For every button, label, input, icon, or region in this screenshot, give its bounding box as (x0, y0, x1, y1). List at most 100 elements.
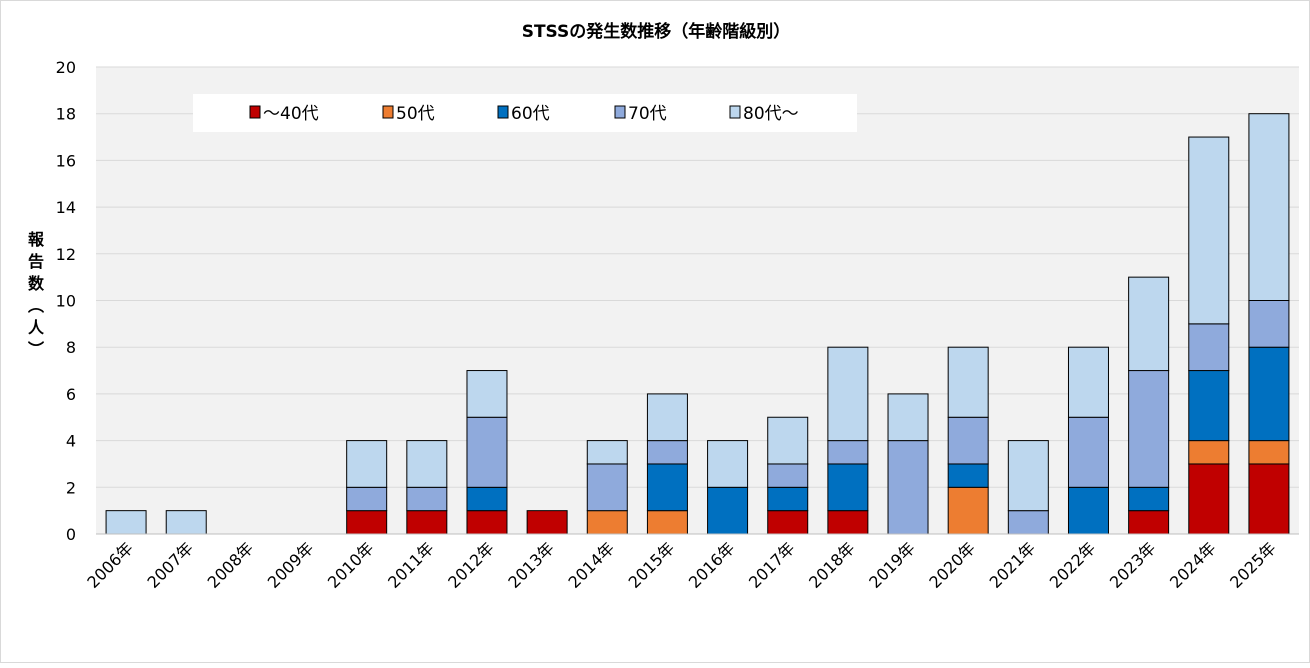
y-tick-label: 20 (56, 58, 76, 77)
x-tick-label: 2014年 (565, 538, 619, 592)
bar-segment (646, 510, 688, 535)
bar-segment (1248, 440, 1290, 465)
bar-segment (707, 440, 749, 488)
bar-segment (1188, 440, 1230, 465)
x-tick-label: 2021年 (986, 538, 1040, 592)
y-axis-label: 報告数（人） (25, 231, 44, 363)
x-tick-label: 2019年 (865, 538, 919, 592)
legend-label: 60代 (511, 104, 550, 124)
x-tick-label: 2022年 (1046, 538, 1100, 592)
bar-segment (105, 510, 147, 535)
x-tick-label: 2012年 (444, 538, 498, 592)
bar-segment (1067, 346, 1109, 418)
legend-label: ～40代 (263, 104, 319, 124)
bar-segment (586, 463, 628, 512)
x-tick-label: 2011年 (384, 538, 438, 592)
x-tick-label: 2008年 (204, 538, 258, 592)
bar-segment (165, 510, 207, 535)
bar-segment (947, 416, 989, 465)
legend-swatch (497, 105, 509, 119)
bar-segment (1188, 463, 1230, 535)
bar-segment (1067, 416, 1109, 488)
legend-swatch (382, 105, 394, 119)
bar-segment (947, 346, 989, 418)
bar-segment (1128, 370, 1170, 488)
bar-segment (1248, 463, 1290, 535)
y-tick-label: 8 (66, 338, 76, 357)
bar-segment (1067, 486, 1109, 535)
y-tick-label: 10 (56, 292, 76, 311)
chart-title: STSSの発生数推移（年齢階級別） (522, 21, 791, 42)
bar-segment (1248, 113, 1290, 301)
bar-segment (1128, 276, 1170, 372)
bar-segment (646, 393, 688, 442)
x-tick-label: 2023年 (1106, 538, 1160, 592)
legend-label: 80代～ (743, 104, 799, 124)
bar-segment (767, 416, 809, 465)
bar-segment (346, 440, 388, 488)
bar-segment (526, 510, 568, 535)
y-tick-label: 12 (56, 245, 76, 264)
bar-segment (346, 486, 388, 512)
bar-segment (1007, 440, 1049, 512)
bar-segment (827, 346, 869, 442)
x-tick-label: 2015年 (625, 538, 679, 592)
bar-segment (767, 486, 809, 512)
x-tick-label: 2010年 (324, 538, 378, 592)
bar-segment (646, 463, 688, 512)
bar-segment (887, 393, 929, 442)
bar-segment (646, 440, 688, 465)
legend-swatch (249, 105, 261, 119)
x-tick-label: 2017年 (745, 538, 799, 592)
y-tick-label: 18 (56, 105, 76, 124)
bar-segment (406, 440, 448, 488)
bar-segment (406, 486, 448, 512)
y-tick-label: 4 (66, 432, 76, 451)
bar-segment (827, 510, 869, 535)
bar-segment (1188, 323, 1230, 372)
x-tick-label: 2025年 (1226, 538, 1280, 592)
x-tick-label: 2007年 (144, 538, 198, 592)
legend-label: 50代 (396, 104, 435, 124)
legend-swatch (729, 105, 741, 119)
x-tick-label: 2016年 (685, 538, 739, 592)
bar-segment (827, 463, 869, 512)
bar-segment (887, 440, 929, 535)
bar-segment (466, 510, 508, 535)
x-tick-label: 2013年 (504, 538, 558, 592)
bar-segment (1007, 510, 1049, 535)
x-tick-label: 2009年 (264, 538, 318, 592)
legend-swatch (614, 105, 626, 119)
bar-segment (406, 510, 448, 535)
bar-segment (767, 463, 809, 488)
bar-segment (466, 416, 508, 488)
bar-segment (586, 510, 628, 535)
y-tick-label: 14 (56, 198, 76, 217)
bar-segment (1188, 370, 1230, 442)
bar-segment (1128, 510, 1170, 535)
bar-segment (707, 486, 749, 535)
bar-segment (827, 440, 869, 465)
bar-segment (466, 486, 508, 512)
legend-label: 70代 (628, 104, 667, 124)
bar-segment (1248, 346, 1290, 442)
bar-segment (947, 463, 989, 488)
bar-segment (466, 370, 508, 418)
y-tick-label: 2 (66, 478, 76, 497)
bar-segment (947, 486, 989, 535)
legend-box (193, 94, 857, 132)
x-tick-label: 2018年 (805, 538, 859, 592)
bar-segment (1248, 300, 1290, 348)
x-tick-label: 2006年 (83, 538, 137, 592)
bar-segment (586, 440, 628, 465)
bar-segment (346, 510, 388, 535)
bar-segment (767, 510, 809, 535)
bar-segment (1128, 486, 1170, 512)
x-tick-label: 2024年 (1166, 538, 1220, 592)
y-tick-label: 16 (56, 151, 76, 170)
y-tick-label: 0 (66, 525, 76, 544)
x-tick-label: 2020年 (925, 538, 979, 592)
y-tick-label: 6 (66, 385, 76, 404)
